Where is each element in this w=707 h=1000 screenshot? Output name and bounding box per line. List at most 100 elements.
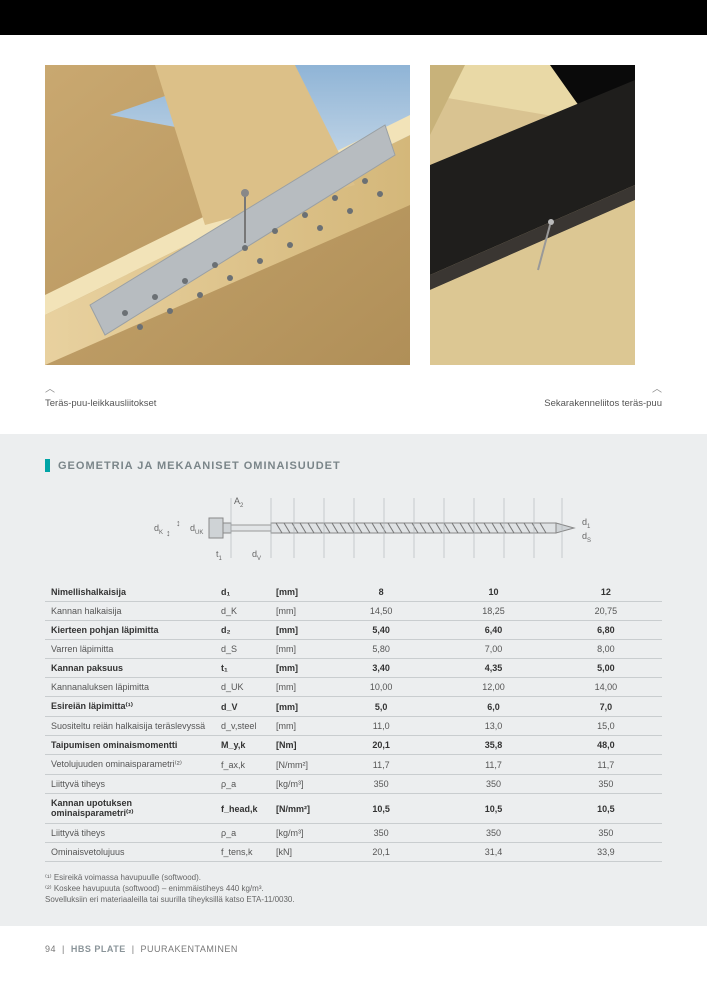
table-cell: Kannanaluksen läpimitta [45, 678, 215, 697]
table-cell: 35,8 [437, 736, 549, 755]
table-row: Esireiän läpimitta⁽¹⁾d_V[mm]5,06,07,0 [45, 697, 662, 717]
table-cell: 4,35 [437, 659, 549, 678]
table-row: Kannanaluksen läpimittad_UK[mm]10,0012,0… [45, 678, 662, 697]
svg-text:dS: dS [582, 531, 591, 544]
table-cell: 350 [437, 824, 549, 843]
table-row: Kannan upotuksen ominaisparametri⁽²⁾f_he… [45, 794, 662, 824]
table-cell: 3,40 [325, 659, 437, 678]
table-cell: 11,0 [325, 717, 437, 736]
footer-product: HBS PLATE [71, 944, 126, 954]
spec-table: Nimellishalkaisijad₁[mm]81012Kannan halk… [45, 583, 662, 862]
table-cell: 15,0 [550, 717, 662, 736]
table-cell: [N/mm²] [270, 794, 325, 824]
table-cell: 6,0 [437, 697, 549, 717]
table-cell: 350 [550, 824, 662, 843]
svg-text:↕: ↕ [176, 518, 181, 528]
table-row: Liittyvä tiheysρ_a[kg/m³]350350350 [45, 775, 662, 794]
table-header-cell: 12 [550, 583, 662, 602]
table-cell: d_S [215, 640, 270, 659]
table-row: Suositeltu reiän halkaisija teräslevyssä… [45, 717, 662, 736]
table-cell: [mm] [270, 678, 325, 697]
table-cell: Kierteen pohjan läpimitta [45, 621, 215, 640]
table-cell: 13,0 [437, 717, 549, 736]
table-header-cell: d₁ [215, 583, 270, 602]
caret-up-icon: ︿ [45, 380, 156, 395]
caption-row: ︿ Teräs-puu-leikkausliitokset ︿ Sekarake… [0, 380, 707, 434]
table-cell: 14,00 [550, 678, 662, 697]
table-cell: 350 [325, 824, 437, 843]
title-marker-icon [45, 459, 50, 472]
table-cell: Esireiän läpimitta⁽¹⁾ [45, 697, 215, 717]
top-bar [0, 0, 707, 35]
table-cell: d_V [215, 697, 270, 717]
table-cell: 20,1 [325, 736, 437, 755]
photo-composite-joint [430, 65, 635, 365]
caption-right: ︿ Sekarakenneliitos teräs-puu [544, 380, 662, 409]
footnote-1: ⁽¹⁾ Esireikä voimassa havupuulle (softwo… [45, 872, 662, 883]
table-cell: Kannan upotuksen ominaisparametri⁽²⁾ [45, 794, 215, 824]
table-cell: f_ax,k [215, 755, 270, 775]
table-cell: 5,00 [550, 659, 662, 678]
page-number: 94 [45, 944, 56, 954]
table-row: Liittyvä tiheysρ_a[kg/m³]350350350 [45, 824, 662, 843]
table-cell: [mm] [270, 659, 325, 678]
table-cell: d_UK [215, 678, 270, 697]
table-cell: [N/mm²] [270, 755, 325, 775]
table-cell: 14,50 [325, 602, 437, 621]
table-cell: 6,40 [437, 621, 549, 640]
table-cell: 18,25 [437, 602, 549, 621]
page-footer: 94 | HBS PLATE | PUURAKENTAMINEN [0, 926, 707, 972]
table-cell: d_v,steel [215, 717, 270, 736]
table-cell: [mm] [270, 717, 325, 736]
svg-text:↕: ↕ [166, 528, 171, 538]
table-row: Kannan paksuust₁[mm]3,404,355,00 [45, 659, 662, 678]
table-cell: 20,1 [325, 843, 437, 862]
footnotes: ⁽¹⁾ Esireikä voimassa havupuulle (softwo… [45, 872, 662, 906]
table-cell: 48,0 [550, 736, 662, 755]
svg-text:dV: dV [252, 549, 261, 562]
section-title: GEOMETRIA JA MEKAANISET OMINAISUUDET [45, 459, 662, 472]
table-cell: 11,7 [325, 755, 437, 775]
table-row: Kierteen pohjan läpimittad₂[mm]5,406,406… [45, 621, 662, 640]
table-header-cell: 8 [325, 583, 437, 602]
table-row: Ominaisvetolujuusf_tens,k[kN]20,131,433,… [45, 843, 662, 862]
photo-steel-wood-shear [45, 65, 410, 365]
photo-row [0, 35, 707, 380]
table-cell: 20,75 [550, 602, 662, 621]
svg-text:dK: dK [154, 523, 163, 536]
table-cell: [Nm] [270, 736, 325, 755]
footer-category: PUURAKENTAMINEN [141, 944, 238, 954]
table-cell: 11,7 [550, 755, 662, 775]
footnote-3: Sovelluksiin eri materiaaleilla tai suur… [45, 894, 662, 905]
table-header-cell: 10 [437, 583, 549, 602]
table-row: Kannan halkaisijad_K[mm]14,5018,2520,75 [45, 602, 662, 621]
table-cell: 7,00 [437, 640, 549, 659]
table-cell: 350 [437, 775, 549, 794]
table-cell: [mm] [270, 640, 325, 659]
table-cell: 10,5 [325, 794, 437, 824]
caption-right-text: Sekarakenneliitos teräs-puu [544, 398, 662, 409]
grey-section: GEOMETRIA JA MEKAANISET OMINAISUUDET [0, 434, 707, 926]
table-cell: Varren läpimitta [45, 640, 215, 659]
table-cell: ρ_a [215, 824, 270, 843]
table-cell: ρ_a [215, 775, 270, 794]
table-cell: 5,80 [325, 640, 437, 659]
table-cell: d_K [215, 602, 270, 621]
table-cell: d₂ [215, 621, 270, 640]
table-cell: 5,40 [325, 621, 437, 640]
table-header-cell: Nimellishalkaisija [45, 583, 215, 602]
table-cell: [mm] [270, 697, 325, 717]
section-title-text: GEOMETRIA JA MEKAANISET OMINAISUUDET [58, 460, 341, 472]
table-cell: t₁ [215, 659, 270, 678]
table-cell: Taipumisen ominaismomentti [45, 736, 215, 755]
table-cell: 6,80 [550, 621, 662, 640]
svg-text:A2: A2 [234, 496, 244, 509]
svg-text:t1: t1 [216, 549, 223, 562]
table-cell: 5,0 [325, 697, 437, 717]
caret-up-icon: ︿ [544, 380, 662, 395]
table-header-cell: [mm] [270, 583, 325, 602]
footnote-2: ⁽²⁾ Koskee havupuuta (softwood) – enimmä… [45, 883, 662, 894]
table-row: Varren läpimittad_S[mm]5,807,008,00 [45, 640, 662, 659]
caption-left: ︿ Teräs-puu-leikkausliitokset [45, 380, 156, 409]
table-row: Taipumisen ominaismomenttiM_y,k[Nm]20,13… [45, 736, 662, 755]
